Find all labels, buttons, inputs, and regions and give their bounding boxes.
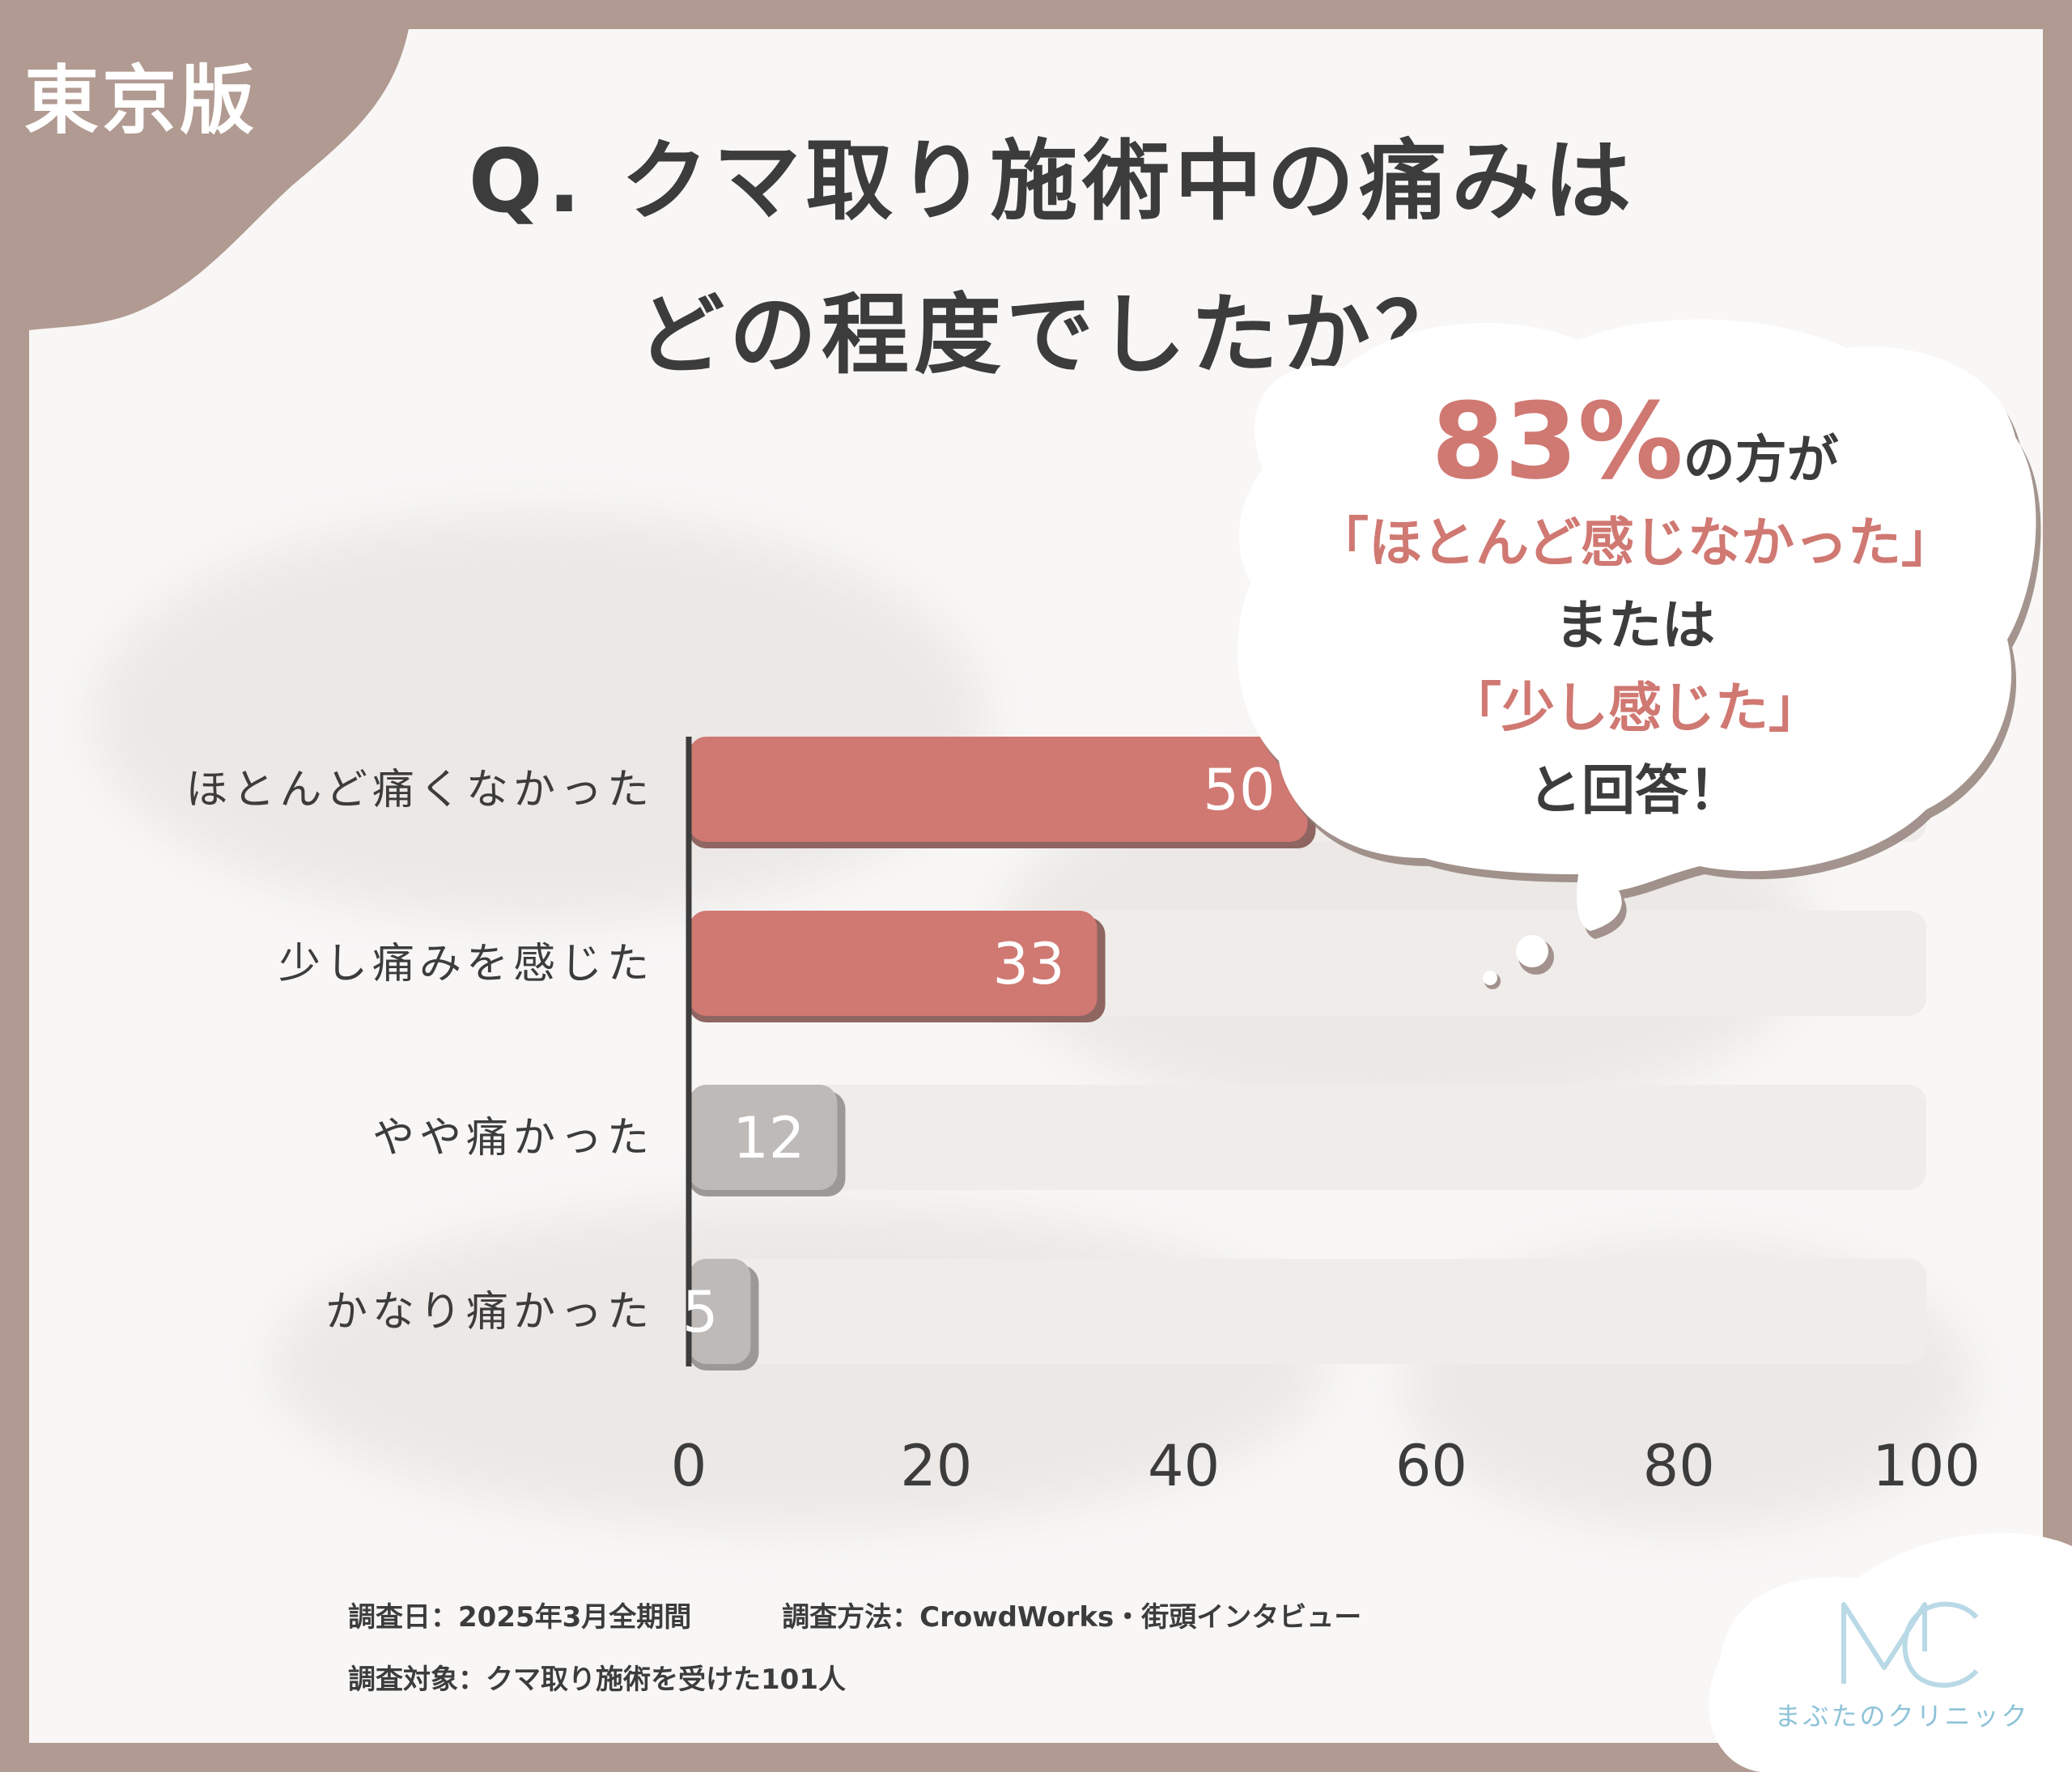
callout-text: 83%の方が 「ほとんど感じなかった」 または 「少し感じた」 と回答！ (1206, 380, 2064, 832)
data-label: 50 (1203, 757, 1275, 823)
bar-4 (689, 1259, 751, 1364)
logo-background (1709, 1532, 2072, 1772)
x-tick-label: 40 (1148, 1433, 1220, 1499)
callout-answer-2: 「少し感じた」 (1448, 677, 1822, 739)
bar-track (689, 1085, 1926, 1190)
x-tick-label: 100 (1872, 1433, 1981, 1499)
survey-target: 調査対象：クマ取り施術を受けた101人 (348, 1664, 846, 1696)
callout-headline-suffix: の方が (1683, 431, 1839, 491)
bar-1 (689, 737, 1308, 842)
callout-conjunction: または (1555, 594, 1715, 657)
clinic-logo-icon (1841, 1601, 1979, 1688)
survey-date: 調査日：2025年3月全期間 (348, 1601, 692, 1634)
callout-headline: 83%の方が (1206, 380, 2064, 502)
callout-answer-1: 「ほとんど感じなかった」 (1314, 512, 1955, 574)
x-tick-label: 60 (1395, 1433, 1467, 1499)
x-tick-label: 80 (1643, 1433, 1715, 1499)
corner-decoration (0, 0, 413, 336)
category-label: やや痛かった (372, 1114, 654, 1162)
data-label: 5 (682, 1279, 719, 1345)
bar-track (689, 1259, 1926, 1364)
bar-2 (689, 911, 1098, 1016)
survey-method: 調査方法：CrowdWorks・街頭インタビュー (782, 1601, 1362, 1634)
category-label: かなり痛かった (325, 1288, 654, 1336)
survey-footer: 調査日：2025年3月全期間 調査方法：CrowdWorks・街頭インタビュー … (348, 1595, 1361, 1697)
data-label: 33 (992, 931, 1064, 997)
chart-title: Q. クマ取り施術中の痛みは どの程度でしたか？ (243, 105, 1862, 413)
bar-3 (689, 1085, 838, 1190)
data-label: 12 (732, 1105, 805, 1171)
clinic-name: まぶたのクリニック (1774, 1701, 2030, 1732)
x-tick-label: 20 (900, 1433, 972, 1499)
callout-percent: 83% (1431, 380, 1684, 503)
chart-title-line1: Q. クマ取り施術中の痛みは (468, 131, 1637, 232)
chart-card (29, 29, 2043, 1743)
callout-closing: と回答！ (1528, 759, 1742, 822)
x-tick-label: 0 (671, 1433, 707, 1499)
category-label: 少し痛みを感じた (278, 940, 654, 988)
category-label: ほとんど痛くなかった (186, 766, 654, 814)
region-tag: 東京版 (24, 57, 258, 144)
